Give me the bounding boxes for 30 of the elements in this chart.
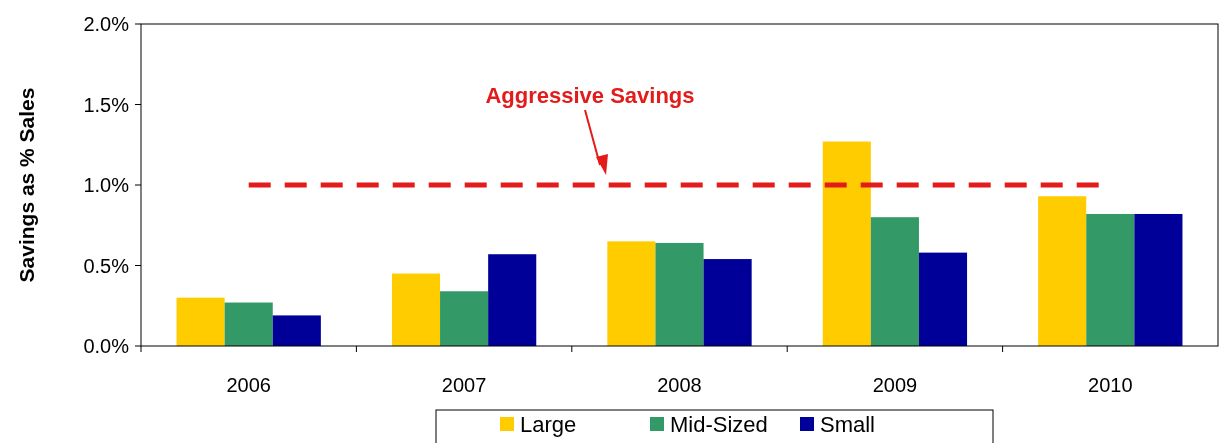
bar: [440, 291, 489, 346]
bar: [607, 241, 656, 346]
bar: [918, 252, 968, 346]
bar: [1134, 213, 1183, 346]
x-tick-label: 2009: [872, 374, 918, 396]
legend-label: Large: [520, 411, 577, 437]
y-tick-label: 1.5%: [83, 93, 130, 116]
ref-line-label: Aggressive Savings: [485, 83, 695, 108]
y-tick-label: 1.0%: [83, 174, 130, 196]
y-tick-label: 2.0%: [83, 13, 130, 35]
bar: [488, 254, 537, 346]
y-tick-label: 0.5%: [83, 254, 130, 277]
y-axis-title: Savings as % Sales: [15, 87, 38, 283]
y-tick-label: 0.0%: [83, 335, 130, 357]
bar: [870, 217, 919, 346]
bar: [176, 297, 225, 346]
x-tick-label: 2010: [1088, 374, 1133, 396]
bar: [224, 302, 273, 346]
bar: [655, 242, 704, 346]
bar: [272, 315, 321, 346]
bar: [703, 259, 752, 346]
bar: [1086, 213, 1135, 346]
legend-label: Small: [820, 411, 876, 437]
bar: [822, 141, 871, 346]
legend-label: Mid-Sized: [670, 411, 768, 437]
x-tick-label: 2006: [226, 374, 271, 396]
x-tick-label: 2008: [657, 374, 702, 396]
bar: [1038, 196, 1087, 346]
bar: [391, 273, 441, 346]
x-tick-label: 2007: [441, 374, 487, 396]
